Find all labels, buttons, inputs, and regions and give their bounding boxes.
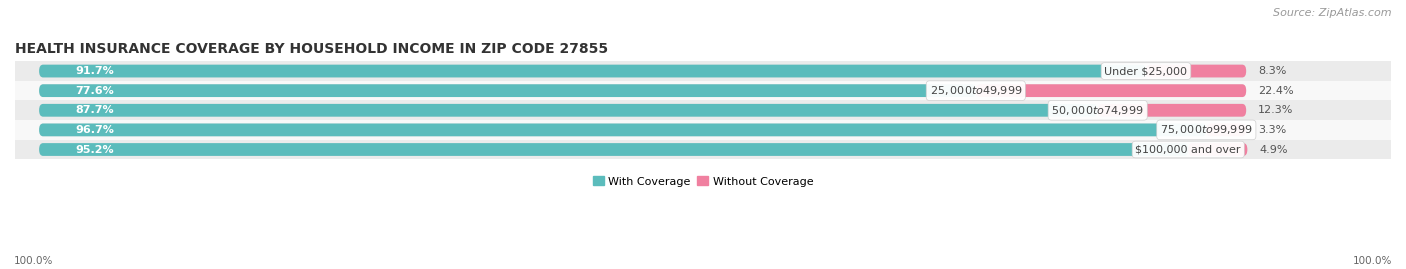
- Text: 12.3%: 12.3%: [1258, 105, 1294, 115]
- FancyBboxPatch shape: [39, 84, 1246, 97]
- Text: 87.7%: 87.7%: [76, 105, 114, 115]
- Text: $25,000 to $49,999: $25,000 to $49,999: [929, 84, 1022, 97]
- FancyBboxPatch shape: [39, 143, 1246, 156]
- FancyBboxPatch shape: [39, 123, 1246, 136]
- Legend: With Coverage, Without Coverage: With Coverage, Without Coverage: [588, 172, 818, 191]
- Text: $75,000 to $99,999: $75,000 to $99,999: [1160, 123, 1253, 136]
- Text: $100,000 and over: $100,000 and over: [1136, 144, 1241, 154]
- Bar: [15, 61, 1391, 81]
- FancyBboxPatch shape: [1098, 104, 1246, 117]
- FancyBboxPatch shape: [39, 65, 1246, 77]
- Text: $50,000 to $74,999: $50,000 to $74,999: [1052, 104, 1144, 117]
- FancyBboxPatch shape: [39, 84, 976, 97]
- Text: 91.7%: 91.7%: [76, 66, 114, 76]
- FancyBboxPatch shape: [39, 104, 1246, 117]
- FancyBboxPatch shape: [39, 104, 1098, 117]
- FancyBboxPatch shape: [39, 65, 1146, 77]
- Bar: [15, 81, 1391, 100]
- Text: 96.7%: 96.7%: [76, 125, 114, 135]
- FancyBboxPatch shape: [39, 123, 1206, 136]
- Bar: [15, 140, 1391, 159]
- Text: Source: ZipAtlas.com: Source: ZipAtlas.com: [1274, 8, 1392, 18]
- Bar: [15, 100, 1391, 120]
- Bar: [15, 120, 1391, 140]
- Text: 100.0%: 100.0%: [14, 256, 53, 266]
- FancyBboxPatch shape: [1206, 123, 1246, 136]
- FancyBboxPatch shape: [1146, 65, 1246, 77]
- Text: 95.2%: 95.2%: [76, 144, 114, 154]
- Text: Under $25,000: Under $25,000: [1105, 66, 1188, 76]
- Text: 8.3%: 8.3%: [1258, 66, 1286, 76]
- Text: 22.4%: 22.4%: [1258, 86, 1294, 96]
- FancyBboxPatch shape: [39, 143, 1188, 156]
- FancyBboxPatch shape: [1188, 143, 1247, 156]
- Text: 3.3%: 3.3%: [1258, 125, 1286, 135]
- Text: 4.9%: 4.9%: [1260, 144, 1288, 154]
- Text: 100.0%: 100.0%: [1353, 256, 1392, 266]
- Text: HEALTH INSURANCE COVERAGE BY HOUSEHOLD INCOME IN ZIP CODE 27855: HEALTH INSURANCE COVERAGE BY HOUSEHOLD I…: [15, 42, 609, 56]
- Text: 77.6%: 77.6%: [76, 86, 114, 96]
- FancyBboxPatch shape: [976, 84, 1246, 97]
